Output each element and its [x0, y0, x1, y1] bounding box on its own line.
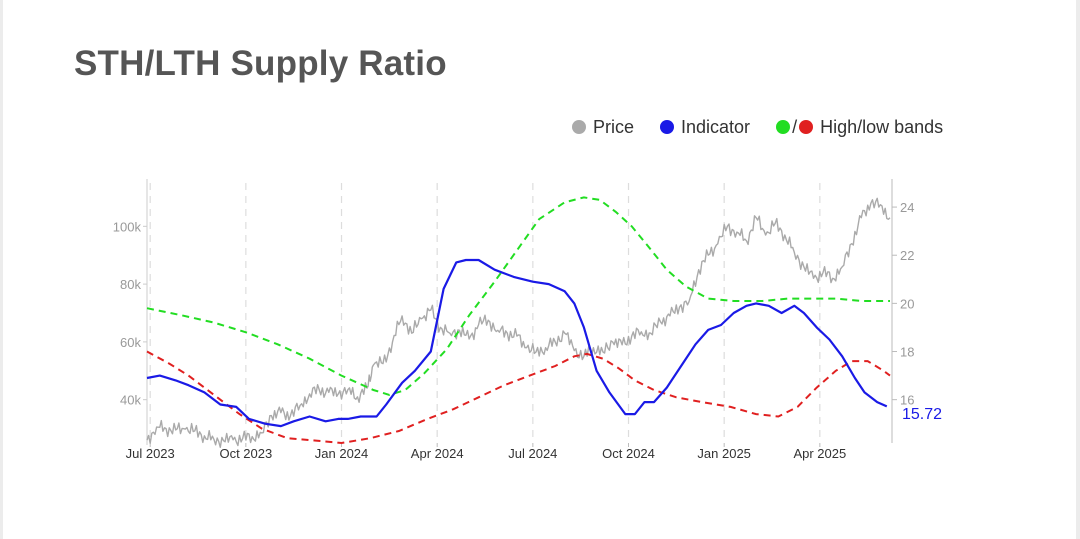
indicator-last-value-label: 15.72 — [902, 406, 942, 423]
y-right-tick-label: 22 — [900, 248, 914, 263]
y-left-tick-label: 80k — [120, 277, 141, 292]
y-right-tick-label: 20 — [900, 296, 914, 311]
legend-low-band-dot — [799, 120, 814, 134]
high-band-line — [146, 196, 890, 396]
low-band-line — [146, 350, 891, 445]
legend-slash: / — [792, 116, 798, 137]
legend-indicator-dot — [660, 120, 675, 134]
legend-indicator-label: Indicator — [681, 116, 751, 137]
x-tick-label: Jan 2024 — [315, 446, 369, 461]
y-left-tick-label: 100k — [113, 219, 142, 234]
chart-title: STH/LTH Supply Ratio — [74, 44, 447, 83]
legend-item-bands[interactable]: / High/low bands — [776, 117, 943, 138]
x-tick-label: Oct 2024 — [602, 446, 655, 461]
legend-bands-label: High/low bands — [820, 116, 944, 137]
x-tick-label: Apr 2025 — [793, 446, 846, 461]
x-tick-label: Apr 2024 — [411, 446, 464, 461]
price-series-line — [146, 197, 891, 448]
y-right-tick-label: 18 — [900, 345, 914, 360]
legend-price-dot — [572, 120, 586, 134]
x-tick-label: Jul 2024 — [508, 446, 557, 461]
x-tick-label: Oct 2023 — [219, 446, 272, 461]
left-edge-shadow — [0, 0, 3, 539]
legend-high-band-dot — [776, 120, 791, 134]
right-edge-shadow — [1076, 0, 1080, 539]
legend-price-label: Price — [593, 116, 635, 137]
chart-legend: Price Indicator / High/low bands — [572, 115, 969, 139]
y-left-tick-label: 40k — [120, 393, 141, 408]
legend-item-price[interactable]: Price — [572, 117, 634, 138]
y-right-tick-label: 16 — [900, 393, 914, 408]
y-right-tick-label: 24 — [900, 200, 914, 215]
x-tick-label: Jan 2025 — [697, 446, 751, 461]
indicator-series-line — [146, 258, 888, 428]
legend-item-indicator[interactable]: Indicator — [660, 117, 750, 138]
x-tick-label: Jul 2023 — [126, 446, 175, 461]
y-left-tick-label: 60k — [120, 335, 141, 350]
